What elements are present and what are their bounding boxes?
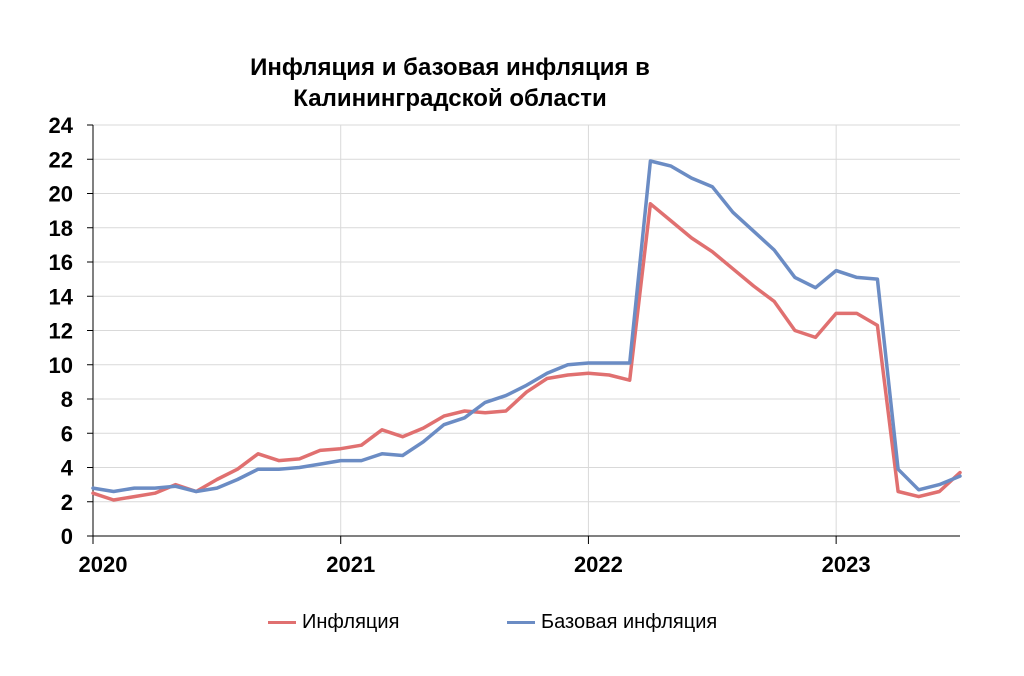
x-tick-label: 2021 xyxy=(326,552,375,577)
legend-label-inflation: Инфляция xyxy=(302,610,400,633)
legend-swatch-inflation xyxy=(268,620,296,624)
axes xyxy=(87,124,960,544)
x-tick-labels: 2020 2021 2022 2023 xyxy=(79,552,871,577)
legend-item-core-inflation: Базовая инфляция xyxy=(507,607,717,637)
legend: Инфляция Базовая инфляция xyxy=(0,607,1024,637)
legend-swatch-core-inflation xyxy=(507,620,535,624)
series-line-core-inflation xyxy=(91,159,962,494)
chart-title: Инфляция и базовая инфляция в Калинингра… xyxy=(170,52,730,114)
y-tick-label: 24 xyxy=(49,113,74,138)
grid xyxy=(93,124,960,536)
x-tick-label: 2020 xyxy=(79,552,128,577)
y-tick-label: 22 xyxy=(49,147,73,172)
y-tick-label: 12 xyxy=(49,319,73,344)
y-tick-label: 4 xyxy=(61,456,74,481)
series-lines xyxy=(91,159,962,502)
y-tick-label: 14 xyxy=(49,284,74,309)
x-tick-label: 2022 xyxy=(574,552,623,577)
y-tick-label: 2 xyxy=(61,490,73,515)
x-tick-label: 2023 xyxy=(822,552,871,577)
chart-title-line-2: Калининградской области xyxy=(293,85,607,112)
chart-title-line-1: Инфляция и базовая инфляция в xyxy=(250,54,650,81)
series-line-inflation xyxy=(91,202,962,502)
y-tick-label: 10 xyxy=(49,353,73,378)
y-tick-label: 16 xyxy=(49,250,73,275)
y-tick-label: 18 xyxy=(49,216,73,241)
legend-label-core-inflation: Базовая инфляция xyxy=(541,610,718,633)
y-tick-label: 20 xyxy=(49,182,73,207)
y-tick-label: 0 xyxy=(61,524,73,549)
y-tick-label: 8 xyxy=(61,387,73,412)
y-tick-label: 6 xyxy=(61,421,73,446)
legend-item-inflation: Инфляция xyxy=(268,607,399,637)
